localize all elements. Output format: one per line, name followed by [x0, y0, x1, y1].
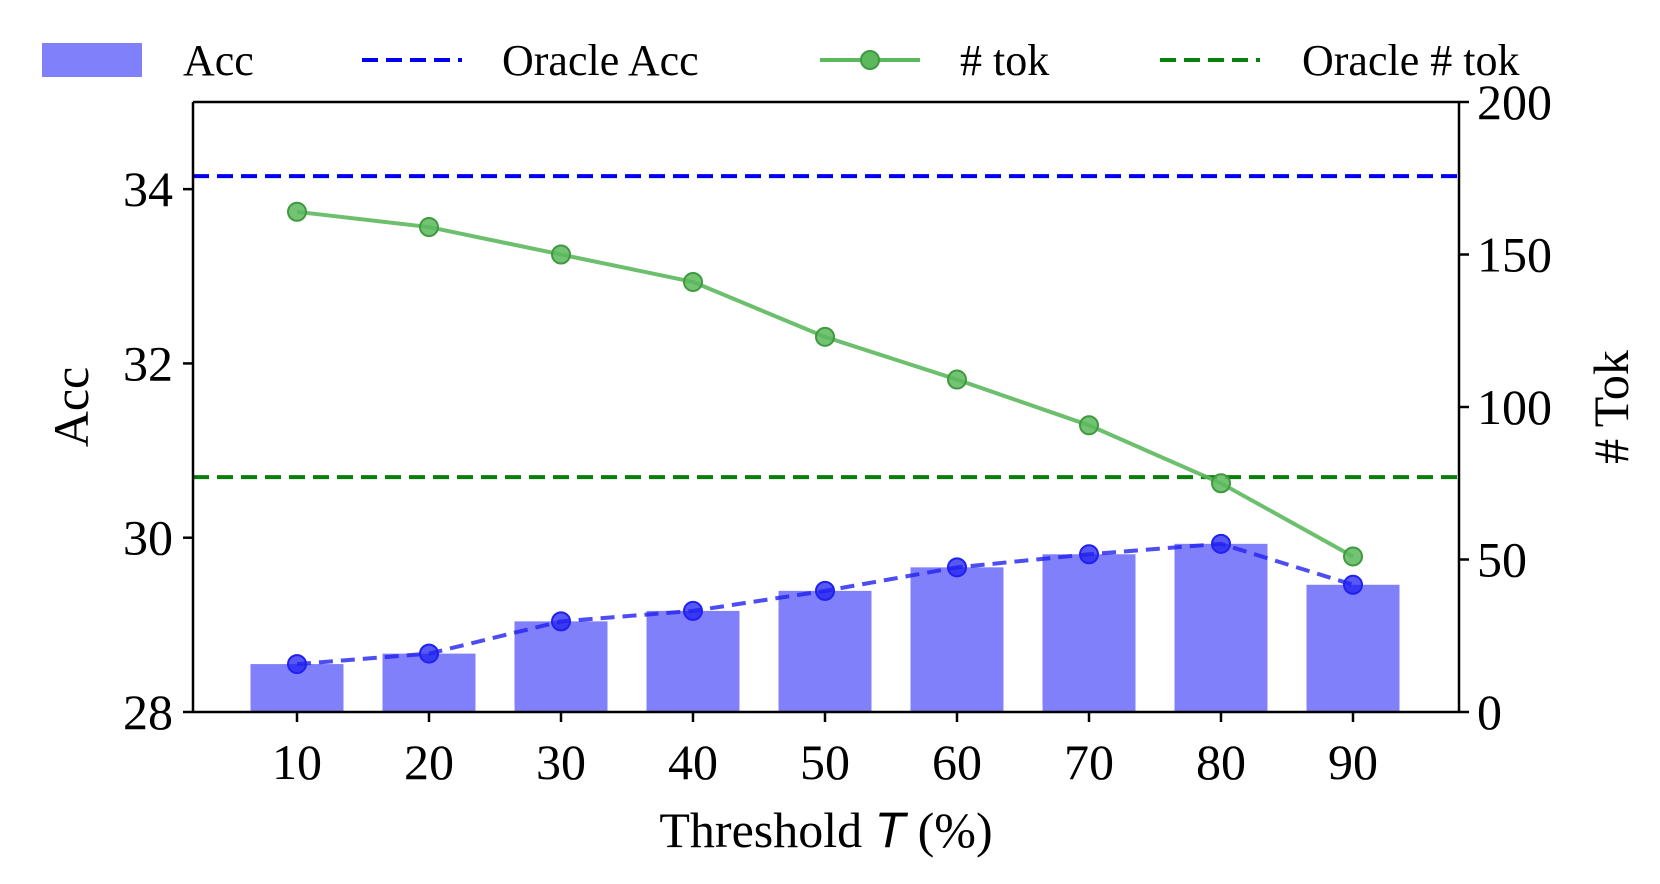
x-axis-title: Threshold T (%) [659, 802, 992, 858]
legend-oracle-acc-label: Oracle Acc [502, 36, 699, 85]
acc-bar-90 [1306, 584, 1400, 712]
legend-acc-label: Acc [183, 36, 254, 85]
x-tick-label-30: 30 [536, 734, 586, 790]
tok-point-40 [683, 271, 703, 292]
acc-bar-30 [514, 621, 608, 712]
legend-tok-label: # tok [960, 36, 1049, 85]
x-axis-title-prefix: Threshold [659, 802, 874, 858]
x-tick-label-80: 80 [1196, 734, 1246, 790]
acc-point-50 [815, 580, 835, 601]
tok-point-90 [1343, 546, 1363, 567]
acc-point-90 [1343, 574, 1363, 595]
tok-point-30 [551, 244, 571, 265]
y-tick-label-28: 28 [123, 684, 173, 740]
plot-area: 10 20 30 40 50 60 70 80 90 28 30 32 34 0 50 100 150 200 [123, 74, 1552, 790]
acc-point-40 [683, 600, 703, 621]
x-tick-label-40: 40 [668, 734, 718, 790]
acc-point-80 [1211, 533, 1231, 554]
legend-acc-swatch [42, 43, 142, 77]
tok-point-60 [947, 369, 967, 390]
legend: Acc Oracle Acc # tok Oracle # tok [42, 36, 1519, 85]
x-axis-title-variable: T [875, 802, 909, 858]
y2-tick-label-50: 50 [1477, 532, 1527, 588]
y-axis-title: Acc [43, 367, 99, 448]
tok-point-20 [419, 217, 439, 238]
acc-point-20 [419, 643, 439, 664]
acc-point-10 [287, 654, 307, 675]
acc-point-30 [551, 611, 571, 632]
acc-bar-80 [1174, 543, 1268, 712]
acc-bar-40 [646, 610, 740, 712]
y2-tick-label-100: 100 [1477, 379, 1552, 435]
y2-axis-title: # Tok [1583, 350, 1639, 464]
y-tick-label-30: 30 [123, 510, 173, 566]
y-tick-label-32: 32 [123, 335, 173, 391]
x-tick-label-60: 60 [932, 734, 982, 790]
acc-bar-70 [1042, 554, 1136, 712]
x-axis-title-suffix: (%) [905, 802, 992, 858]
acc-bar-60 [910, 567, 1004, 712]
tok-point-70 [1079, 415, 1099, 436]
y2-tick-label-150: 150 [1477, 227, 1552, 283]
x-tick-label-50: 50 [800, 734, 850, 790]
tok-point-50 [815, 326, 835, 347]
x-tick-label-20: 20 [404, 734, 454, 790]
x-tick-label-90: 90 [1328, 734, 1378, 790]
acc-bar-50 [778, 590, 872, 712]
legend-oracle-tok-label: Oracle # tok [1302, 36, 1519, 85]
acc-point-70 [1079, 544, 1099, 565]
x-tick-label-10: 10 [272, 734, 322, 790]
y2-tick-label-0: 0 [1477, 684, 1502, 740]
tok-line [296, 209, 1354, 559]
y2-tick-label-200: 200 [1477, 74, 1552, 130]
acc-point-60 [947, 557, 967, 578]
tok-point-10 [287, 201, 307, 222]
y-tick-label-34: 34 [123, 161, 173, 217]
x-tick-label-70: 70 [1064, 734, 1114, 790]
tok-point-80 [1211, 473, 1231, 494]
legend-tok-marker [860, 50, 880, 70]
